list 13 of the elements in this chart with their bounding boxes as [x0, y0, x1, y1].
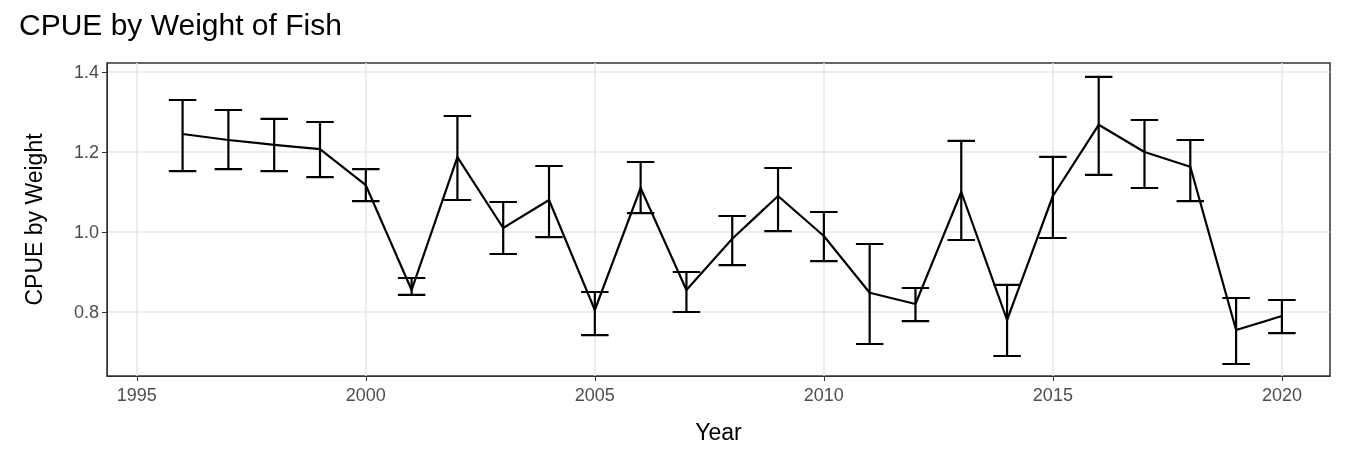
x-axis-title: Year	[695, 418, 743, 445]
x-tick-label: 2000	[345, 385, 386, 405]
x-tick-label: 2020	[1261, 385, 1302, 405]
y-tick-label: 0.8	[73, 302, 99, 322]
chart-title: CPUE by Weight of Fish	[19, 7, 342, 41]
x-tick-label: 2015	[1032, 385, 1073, 405]
x-tick-label: 1995	[116, 385, 157, 405]
x-tick-label: 2005	[574, 385, 615, 405]
y-tick-label: 1.0	[73, 222, 99, 242]
y-axis-title: CPUE by Weight	[20, 132, 47, 306]
y-tick-label: 1.4	[73, 62, 99, 82]
x-tick-label: 2010	[803, 385, 844, 405]
y-tick-label: 1.2	[73, 142, 99, 162]
